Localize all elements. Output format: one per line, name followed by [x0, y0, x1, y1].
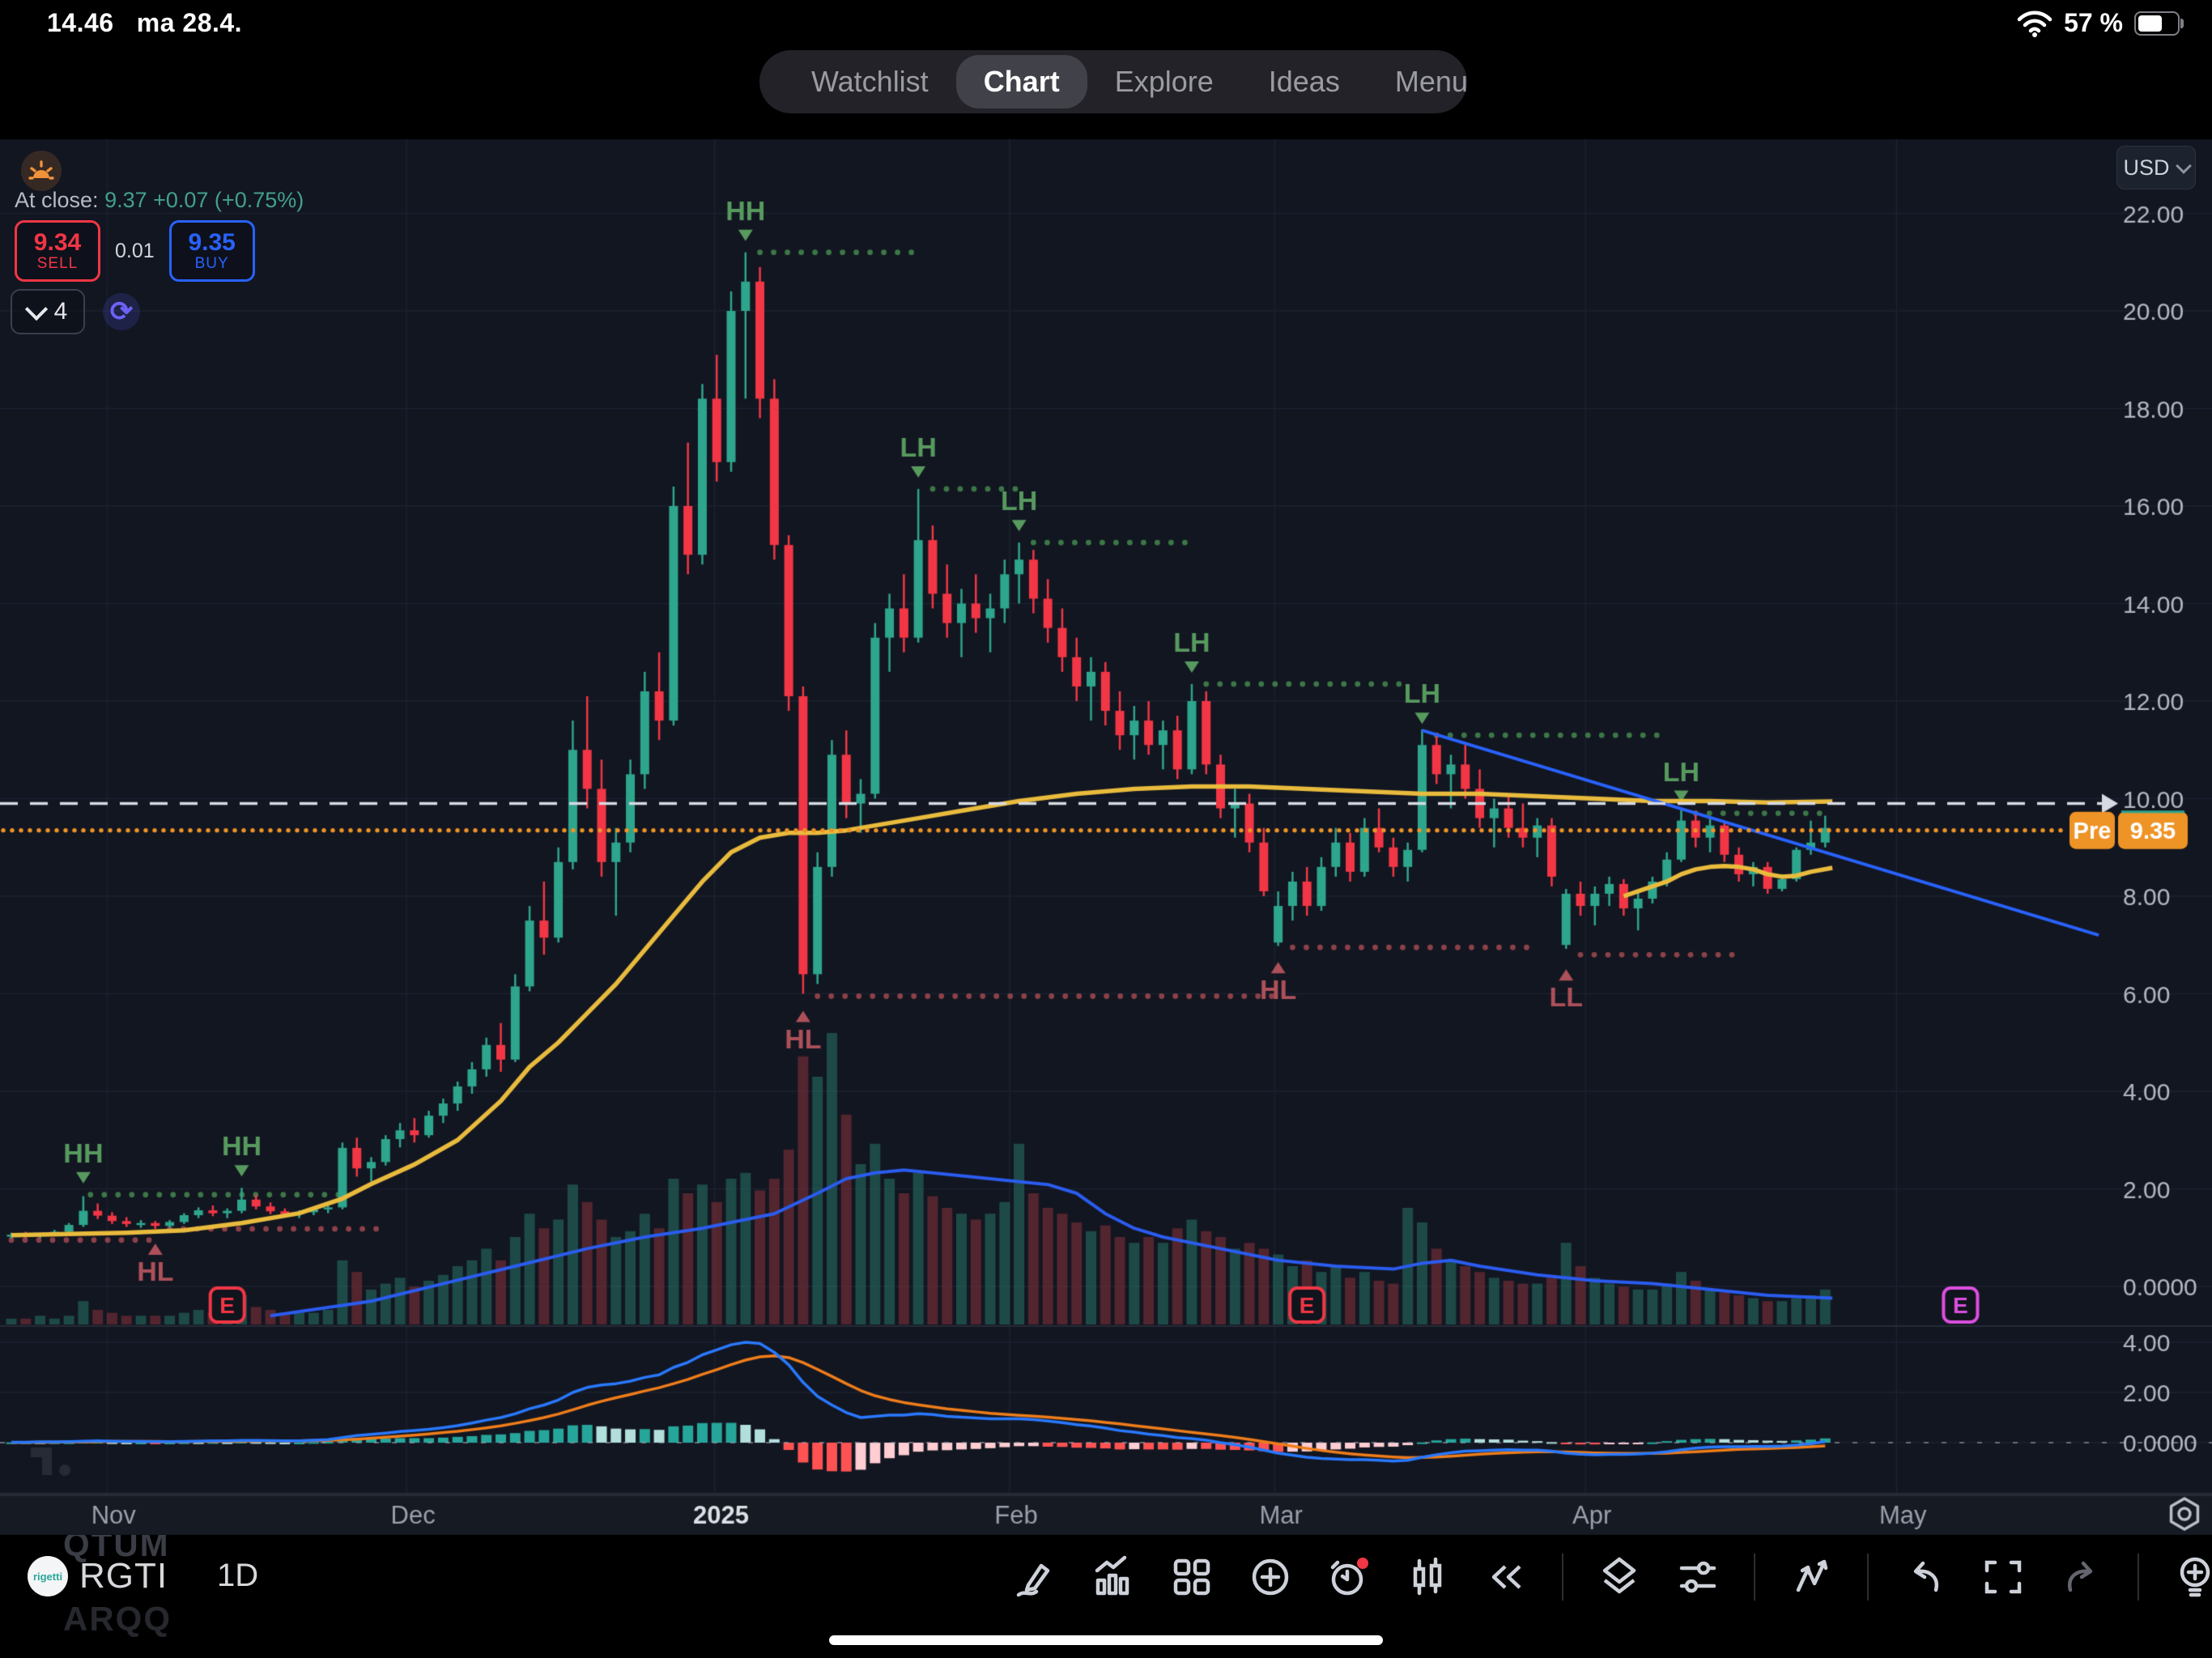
- watchlist-prev-ticker[interactable]: QTUM: [63, 1535, 170, 1563]
- layers-icon[interactable]: [1597, 1554, 1642, 1600]
- home-indicator[interactable]: [829, 1635, 1383, 1645]
- bottom-toolbar: QTUM rigetti RGTI ARQQ 1D: [0, 1535, 2212, 1637]
- collapse-indicators-button[interactable]: 4: [11, 289, 85, 334]
- trend-arrows-icon[interactable]: [1789, 1554, 1834, 1600]
- toolbar-separator: [1754, 1554, 1755, 1601]
- sell-label: SELL: [36, 254, 79, 272]
- status-bar-right: 57 %: [2017, 8, 2184, 38]
- tab-chart[interactable]: Chart: [955, 55, 1087, 108]
- add-circle-icon[interactable]: [1248, 1554, 1293, 1600]
- watchlist-next-ticker[interactable]: ARQQ: [63, 1600, 172, 1637]
- currency-value: USD: [2123, 155, 2170, 180]
- symbol-logo[interactable]: rigetti: [28, 1556, 68, 1596]
- refresh-icon[interactable]: ⟳: [103, 293, 140, 330]
- settings-sliders-icon[interactable]: [1675, 1554, 1721, 1600]
- at-close-label: At close:: [15, 188, 99, 212]
- at-close-row: At close: 9.37 +0.07 (+0.75%): [15, 188, 304, 213]
- tab-ideas[interactable]: Ideas: [1268, 65, 1340, 98]
- battery-icon: [2134, 11, 2184, 36]
- buy-label: BUY: [194, 254, 229, 272]
- currency-select[interactable]: USD: [2116, 146, 2196, 189]
- tab-watchlist[interactable]: Watchlist: [811, 65, 929, 98]
- draw-icon[interactable]: [1012, 1554, 1057, 1600]
- date-text: ma 28.4.: [136, 8, 243, 37]
- sell-button[interactable]: 9.34 SELL: [15, 220, 100, 282]
- sell-price: 9.34: [33, 229, 82, 257]
- toolbar-icons: [1012, 1535, 2212, 1619]
- idea-bulb-plus-icon[interactable]: [2172, 1554, 2212, 1600]
- alert-clock-icon[interactable]: [1326, 1554, 1372, 1600]
- toolbar-separator: [1562, 1554, 1563, 1601]
- chart-quick-controls: 4 ⟳: [11, 289, 140, 334]
- chevron-down-icon: [24, 297, 48, 321]
- redo-icon[interactable]: [2059, 1554, 2104, 1600]
- chevron-down-icon: [2175, 158, 2192, 174]
- toolbar-separator: [2138, 1554, 2139, 1601]
- undo-icon[interactable]: [1902, 1554, 1947, 1600]
- tab-menu[interactable]: Menu: [1394, 65, 1468, 98]
- status-bar-left: 14.46 ma 28.4.: [47, 8, 242, 38]
- wifi-icon: [2017, 11, 2052, 37]
- buy-price: 9.35: [188, 229, 236, 257]
- timeframe-button[interactable]: 1D: [217, 1558, 259, 1593]
- spread-value: 0.01: [115, 239, 155, 262]
- layout-grid-icon[interactable]: [1169, 1554, 1214, 1600]
- close-change-values: 9.37 +0.07 (+0.75%): [104, 188, 304, 212]
- trade-buttons: 9.34 SELL 0.01 9.35 BUY: [15, 220, 255, 282]
- symbol-ticker[interactable]: RGTI: [79, 1556, 168, 1596]
- premarket-sunrise-icon: [21, 151, 62, 191]
- indicator-count: 4: [53, 298, 68, 325]
- clock-text: 14.46: [47, 8, 114, 37]
- indicators-icon[interactable]: [1091, 1554, 1136, 1600]
- toolbar-separator: [1867, 1554, 1869, 1601]
- buy-button[interactable]: 9.35 BUY: [168, 220, 255, 282]
- replay-rewind-icon[interactable]: [1483, 1554, 1529, 1600]
- fullscreen-icon[interactable]: [1980, 1554, 2026, 1600]
- tab-explore[interactable]: Explore: [1114, 65, 1214, 98]
- candles-icon[interactable]: [1405, 1554, 1450, 1600]
- top-nav: Watchlist Chart Explore Ideas Menu: [759, 50, 1468, 113]
- battery-percent: 57 %: [2064, 8, 2123, 37]
